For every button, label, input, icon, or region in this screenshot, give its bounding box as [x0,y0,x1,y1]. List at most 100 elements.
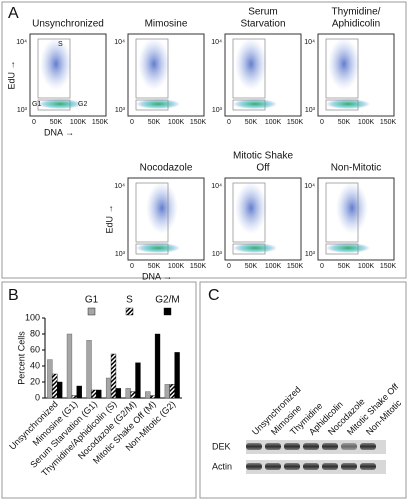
panel-label: B [8,287,19,304]
x-tick-label: 0 [130,119,134,126]
x-tick-label: 100K [265,263,282,270]
cell-cloud [40,38,72,90]
y-tick-label: 10⁴ [16,39,27,46]
x-tick-label: 0 [227,263,231,270]
band [246,443,262,450]
legend-swatch [87,307,96,316]
x-tick-label: 150K [190,119,207,126]
bar [145,391,151,399]
x-tick-label: 50K [338,263,351,270]
gate [232,182,266,243]
plot-title: Serum [248,7,277,18]
band [360,463,376,470]
legend-label: G1 [85,295,99,306]
bar [174,352,180,399]
x-tick-label: 100K [168,119,185,126]
gate-label: G2 [78,101,87,108]
panel-label: C [208,287,220,304]
bar [154,333,161,399]
bar [96,389,102,399]
gate-label: G1 [32,101,41,108]
band [265,463,281,470]
x-tick-label: 0 [130,263,134,270]
gate [135,243,169,255]
band [284,463,300,470]
cell-cloud [328,38,360,90]
panel-label: A [8,5,19,22]
bar [130,391,136,399]
plot-title: Aphidicolin [332,19,380,30]
band [341,443,357,450]
cell-cloud [38,99,82,109]
band [341,463,357,470]
legend-swatch [125,307,134,316]
gate [135,99,169,111]
legend-label: S [126,295,133,306]
band [322,443,338,450]
band [265,443,281,450]
panel-a-frame [1,1,407,279]
plot-title: Mitotic Shake [233,151,293,162]
gate-label: S [58,41,63,48]
y-axis-label: EdU → [6,60,16,89]
bar [169,384,175,399]
bar [57,381,63,399]
band [303,443,319,450]
y-tick-label: 10³ [305,107,316,114]
x-tick-label: 0 [320,263,324,270]
bar [47,359,53,399]
bar [91,389,97,399]
gate [232,243,266,255]
y-tick-label: 10⁴ [304,39,315,46]
x-tick-label: 50K [148,263,161,270]
bar [110,353,117,399]
y-tick-label: 10³ [212,107,223,114]
band [284,443,300,450]
x-tick-label: 150K [380,119,397,126]
panel-b-frame [1,281,197,499]
x-tick-label: 50K [245,119,258,126]
x-tick-label: 150K [287,263,304,270]
y-tick-label: 10⁴ [304,183,315,190]
gate [232,38,266,99]
x-tick-label: 100K [168,263,185,270]
legend-label: G2/M [155,295,179,306]
bar [71,395,78,399]
plot-title: Starvation [240,19,285,30]
plot-title: Thymidine/ [332,7,381,18]
x-tick-label: 150K [287,119,304,126]
y-tick-label: 10³ [115,251,126,258]
plot-title: Nocodazole [140,163,193,174]
band [303,463,319,470]
x-tick-label: 0 [227,119,231,126]
gate [37,99,71,111]
y-tick-label: 10³ [305,251,316,258]
x-tick-label: 0 [320,119,324,126]
bar [105,377,112,399]
y-axis-label: Percent Cells [16,331,26,385]
x-tick-label: 100K [358,119,375,126]
plot-title: Off [256,163,269,174]
x-axis-label: DNA → [44,127,74,137]
x-tick-label: 100K [265,119,282,126]
y-tick-label: 0 [35,392,40,402]
bar [86,340,92,399]
bar [115,388,122,399]
cell-cloud [136,243,180,253]
x-tick-label: 150K [92,119,109,126]
cell-cloud [136,99,180,109]
band [246,463,262,470]
plot-title: Unsynchronized [32,19,104,30]
bar [76,385,82,399]
row-label: Actin [212,461,232,471]
band [322,463,338,470]
x-tick-label: 50K [148,119,161,126]
bar [149,395,156,399]
y-tick-label: 100 [25,312,40,322]
bar [135,362,141,399]
y-axis-label: EdU → [104,204,114,233]
gate [325,182,359,243]
legend-swatch [163,307,172,316]
